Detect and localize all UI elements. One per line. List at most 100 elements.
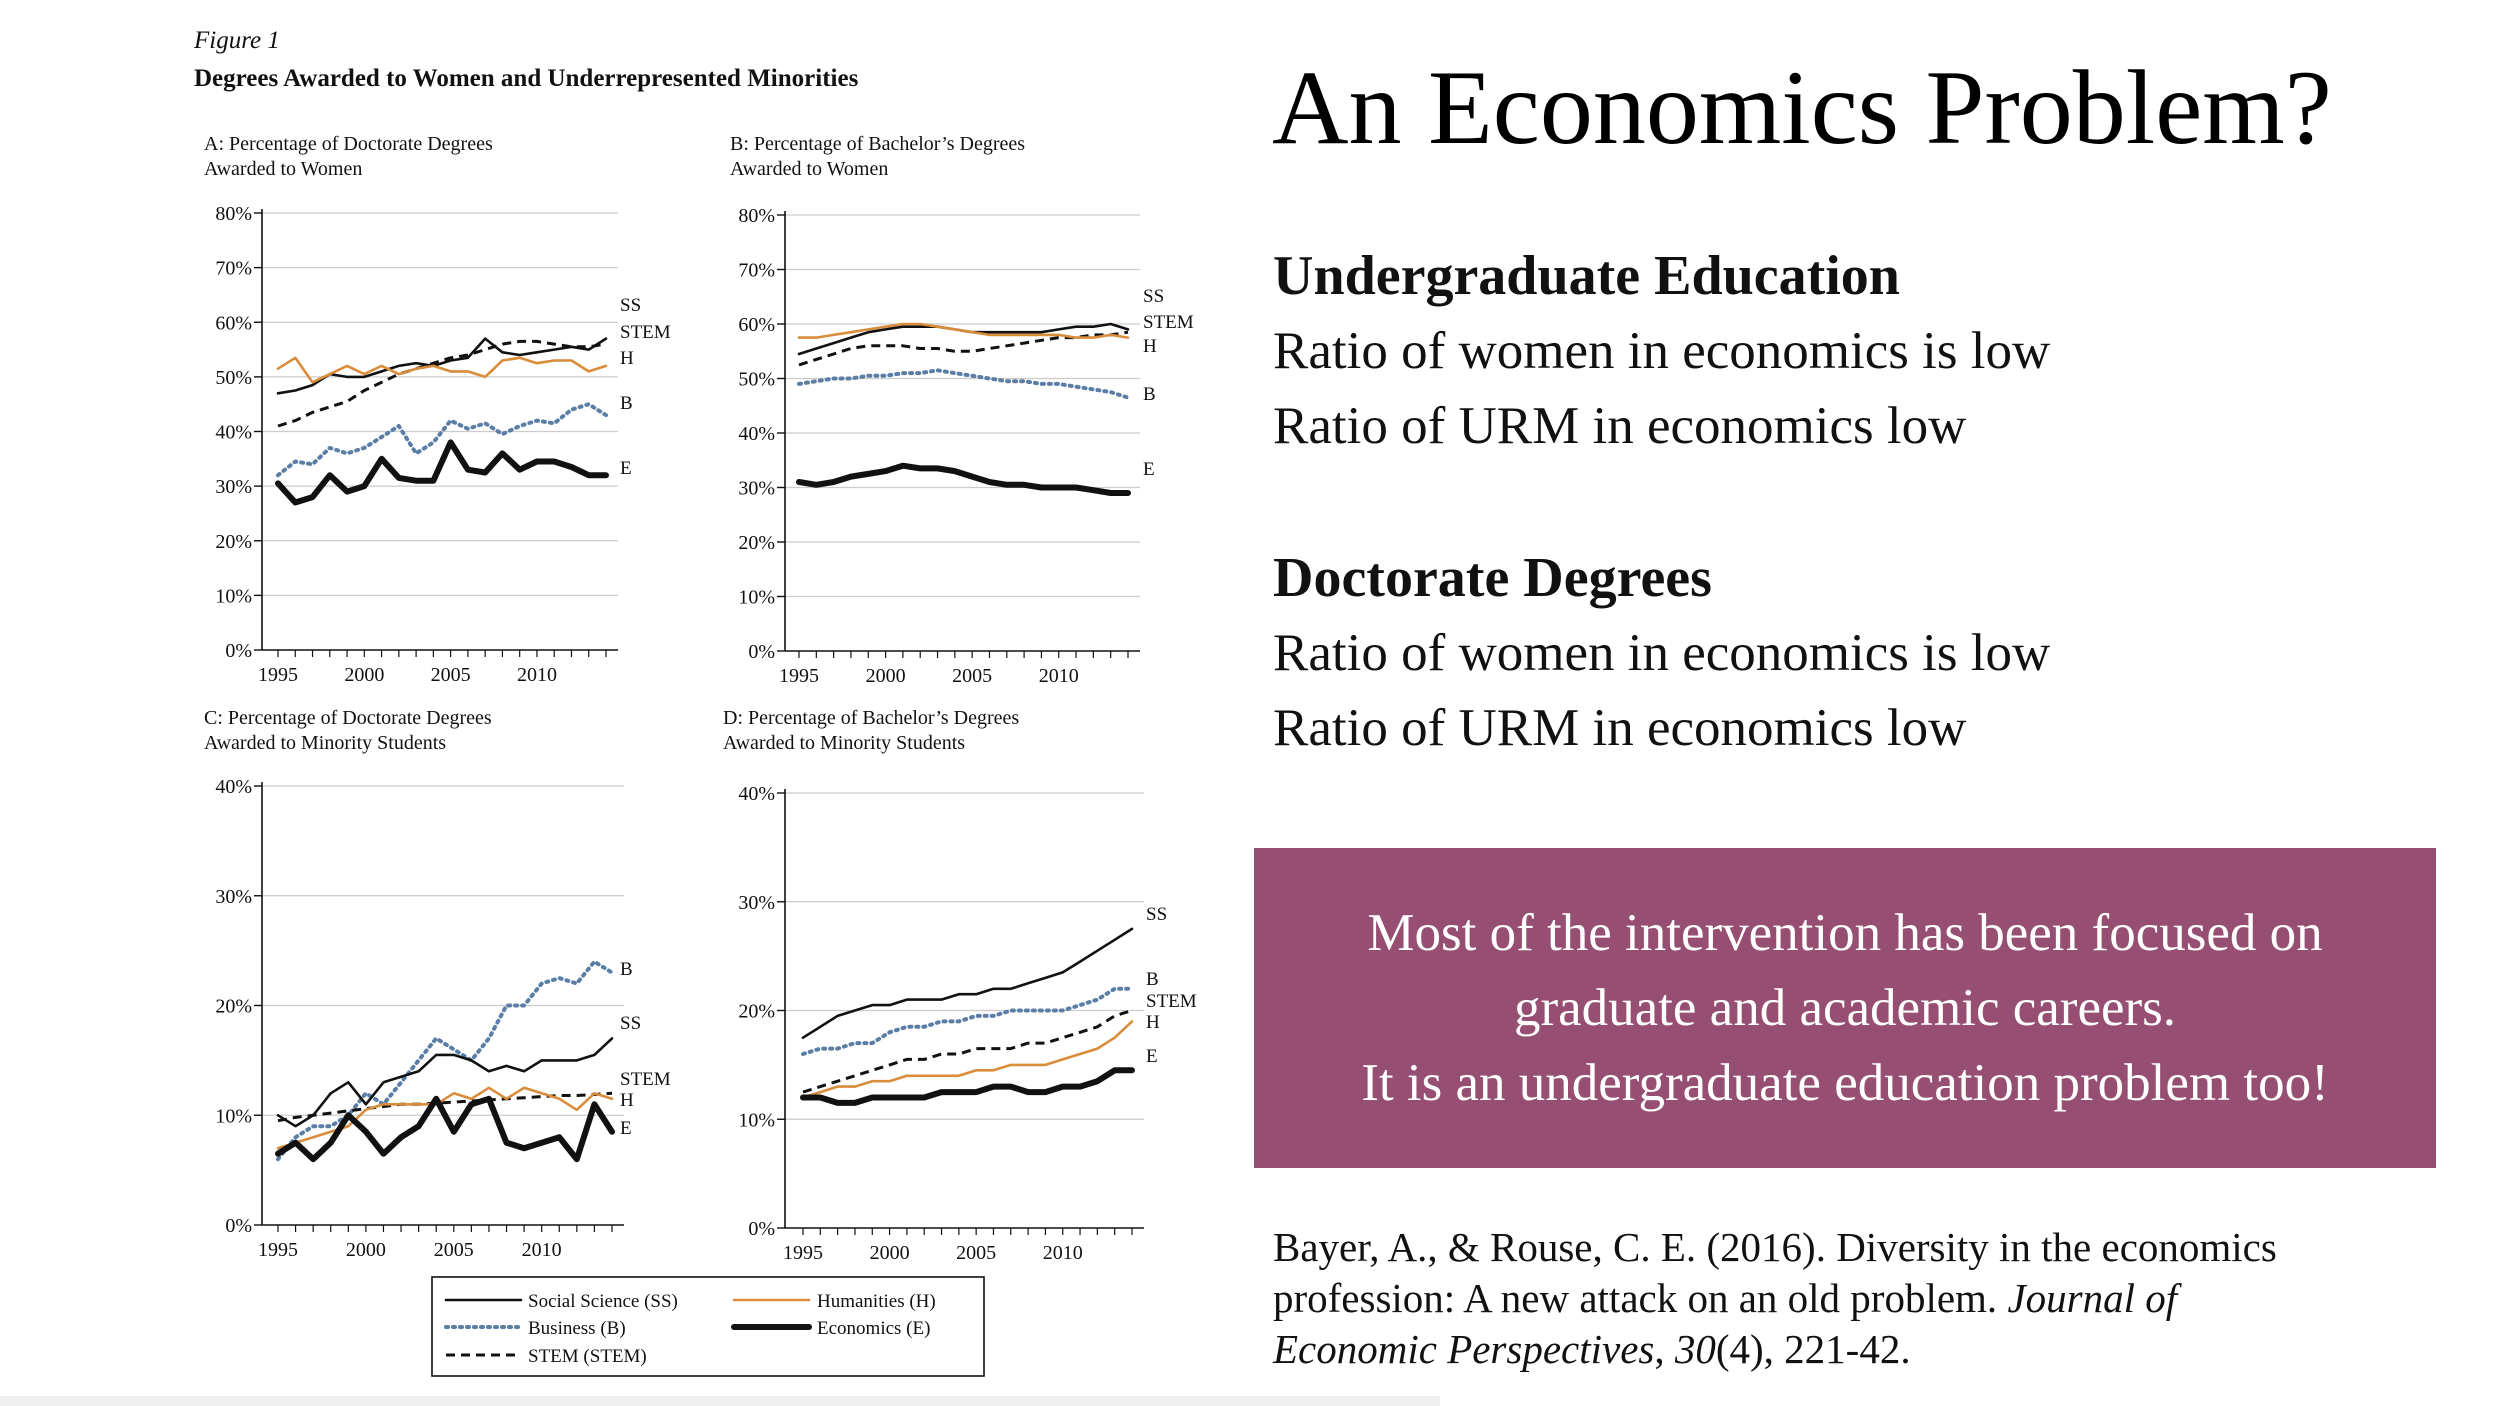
series-line-h — [276, 356, 608, 384]
panel-title-line: B: Percentage of Bachelor’s Degrees — [730, 133, 1025, 155]
y-tick-label: 80% — [738, 205, 775, 227]
panel-title-line: C: Percentage of Doctorate Degrees — [204, 707, 492, 729]
series-end-label: H — [1143, 336, 1157, 357]
series-line-ss — [276, 1037, 614, 1128]
series-line-stem — [277, 1091, 613, 1123]
citation-title: profession: A new attack on an old probl… — [1273, 1275, 2008, 1321]
series-line-b — [276, 402, 608, 478]
series-line-stem — [802, 1009, 1133, 1094]
bottom-strip — [0, 1396, 1440, 1406]
doctorate-section: Doctorate Degrees Ratio of women in econ… — [1273, 540, 2453, 766]
y-tick-label: 0% — [748, 1218, 775, 1240]
series-end-label: E — [1143, 459, 1155, 480]
citation-pages: (4), 221-42. — [1715, 1326, 1911, 1372]
undergrad-heading: Undergraduate Education — [1273, 245, 1900, 307]
series-end-label: STEM — [1143, 312, 1194, 333]
citation-line-3: Economic Perspectives, 30(4), 221-42. — [1273, 1324, 2473, 1375]
series-line-b — [801, 986, 1134, 1056]
series-end-label: SS — [620, 1013, 641, 1034]
x-tick-label: 2005 — [952, 665, 992, 687]
series-end-label: B — [1146, 969, 1159, 990]
series-end-label: B — [620, 393, 633, 414]
legend-label: Social Science (SS) — [528, 1291, 678, 1312]
panel-title-line: Awarded to Minority Students — [204, 732, 446, 754]
series-end-label: E — [620, 458, 632, 479]
x-tick-label: 1995 — [783, 1242, 823, 1264]
undergrad-line-women: Ratio of women in economics is low — [1273, 322, 2051, 380]
x-tick-label: 2005 — [434, 1239, 474, 1261]
legend-label: Economics (E) — [817, 1318, 930, 1339]
x-tick-label: 2005 — [431, 664, 471, 686]
series-line-e — [275, 439, 609, 506]
panel-title-line: Awarded to Women — [204, 158, 362, 180]
series-end-label: STEM — [620, 1069, 671, 1090]
series-end-label: E — [620, 1118, 632, 1139]
callout-box: Most of the intervention has been focuse… — [1254, 848, 2436, 1168]
series-end-label: STEM — [1146, 991, 1197, 1012]
y-tick-label: 20% — [215, 996, 252, 1018]
doctorate-line-urm: Ratio of URM in economics low — [1273, 699, 1967, 757]
figure-1: Figure 1 Degrees Awarded to Women and Un… — [193, 27, 1197, 1377]
doctorate-line-women: Ratio of women in economics is low — [1273, 624, 2051, 682]
series-line-b — [797, 368, 1130, 400]
panel-title-line: A: Percentage of Doctorate Degrees — [204, 133, 493, 155]
legend-label: Business (B) — [528, 1318, 626, 1339]
callout-line-1: Most of the intervention has been focuse… — [1367, 903, 2323, 962]
panel-title-line: D: Percentage of Bachelor’s Degrees — [723, 707, 1019, 729]
panel-d-bachelor-minority: D: Percentage of Bachelor’s Degrees Award… — [723, 707, 1197, 1264]
citation-journal-part-2: Economic Perspectives — [1273, 1326, 1655, 1372]
y-tick-label: 10% — [215, 1105, 252, 1127]
citation-separator: , — [1654, 1326, 1675, 1372]
y-tick-label: 20% — [738, 532, 775, 554]
callout-line-3: It is an undergraduate education problem… — [1361, 1053, 2329, 1112]
callout-line-2: graduate and academic careers. — [1513, 978, 2177, 1037]
series-end-label: H — [620, 1090, 634, 1111]
panel-a-doctorate-women: A: Percentage of Doctorate Degrees Awarde… — [204, 133, 671, 686]
series-line-b — [276, 959, 614, 1162]
x-tick-label: 2010 — [1043, 1242, 1083, 1264]
series-end-label: STEM — [620, 322, 671, 343]
series-line-ss — [801, 927, 1134, 1039]
x-tick-label: 2000 — [346, 1239, 386, 1261]
y-tick-label: 0% — [225, 640, 252, 662]
series-line-h — [801, 1020, 1134, 1099]
x-tick-label: 1995 — [258, 1239, 298, 1261]
panel-b-bachelor-women: B: Percentage of Bachelor’s Degrees Award… — [730, 133, 1194, 687]
series-line-stem — [277, 339, 607, 428]
x-tick-label: 2010 — [522, 1239, 562, 1261]
slide-title: An Economics Problem? — [1272, 49, 2332, 166]
y-tick-label: 40% — [215, 776, 252, 798]
figure-label: Figure 1 — [193, 27, 280, 54]
y-tick-label: 20% — [738, 1001, 775, 1023]
x-tick-label: 1995 — [258, 664, 298, 686]
x-tick-label: 2010 — [1039, 665, 1079, 687]
citation: Bayer, A., & Rouse, C. E. (2016). Divers… — [1273, 1222, 2473, 1375]
x-tick-label: 2010 — [517, 664, 557, 686]
series-end-label: SS — [620, 295, 641, 316]
series-end-label: SS — [1146, 904, 1167, 925]
series-end-label: B — [1143, 384, 1156, 405]
y-tick-label: 10% — [215, 585, 252, 607]
y-tick-label: 70% — [215, 258, 252, 280]
panel-title-line: Awarded to Minority Students — [723, 732, 965, 754]
series-end-label: H — [1146, 1012, 1160, 1033]
y-tick-label: 10% — [738, 587, 775, 609]
y-tick-label: 40% — [738, 783, 775, 805]
x-tick-label: 2000 — [870, 1242, 910, 1264]
figure-title: Degrees Awarded to Women and Underrepres… — [194, 65, 859, 92]
x-tick-label: 2000 — [866, 665, 906, 687]
x-tick-label: 2005 — [956, 1242, 996, 1264]
y-tick-label: 0% — [225, 1215, 252, 1237]
y-tick-label: 70% — [738, 260, 775, 282]
y-tick-label: 60% — [215, 312, 252, 334]
y-tick-label: 30% — [738, 478, 775, 500]
y-tick-label: 30% — [215, 886, 252, 908]
x-tick-label: 1995 — [779, 665, 819, 687]
series-end-label: H — [620, 348, 634, 369]
citation-line-1: Bayer, A., & Rouse, C. E. (2016). Divers… — [1273, 1224, 2277, 1270]
undergrad-section: Undergraduate Education Ratio of women i… — [1273, 238, 2453, 464]
panel-title-line: Awarded to Women — [730, 158, 888, 180]
series-line-e — [800, 1067, 1135, 1106]
y-tick-label: 10% — [738, 1109, 775, 1131]
series-end-label: E — [1146, 1046, 1158, 1067]
